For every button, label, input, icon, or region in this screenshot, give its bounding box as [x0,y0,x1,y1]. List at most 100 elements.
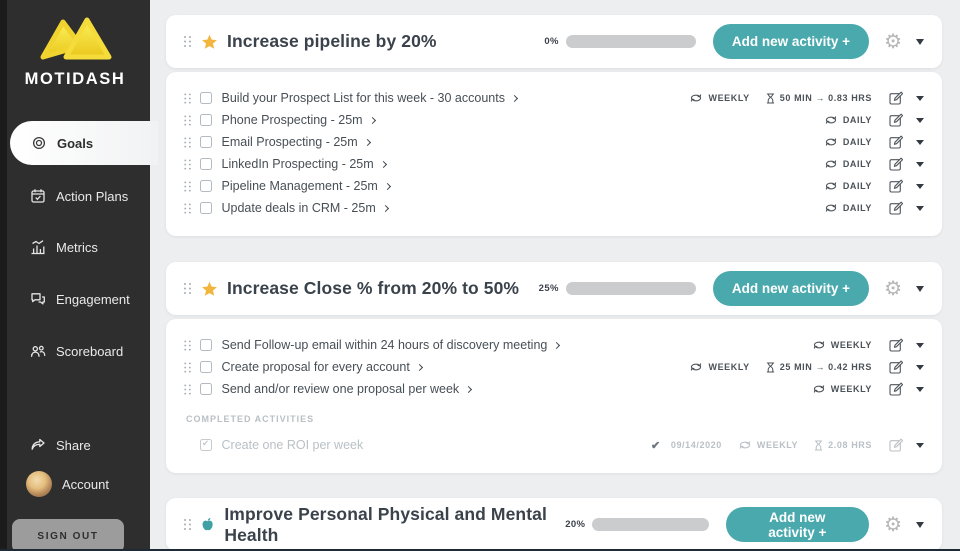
activity-checkbox[interactable] [200,158,212,170]
drag-handle-icon[interactable] [184,518,191,531]
chevron-down-icon[interactable] [916,161,924,171]
hourglass-icon [814,440,823,450]
goal-card-header: Increase pipeline by 20% 0% Add new acti… [166,15,942,68]
repeat-icon [813,385,824,393]
edit-icon[interactable] [889,91,903,105]
repeat-icon [825,116,836,124]
activity-title[interactable]: Phone Prospecting - 25m [221,113,363,127]
goal-card-header: Increase Close % from 20% to 50% 25% Add… [166,262,942,315]
completed-date-badge: 09/14/2020 [651,439,722,452]
sidebar-item-goals[interactable]: Goals [10,121,158,165]
edit-icon[interactable] [889,338,903,352]
chevron-down-icon[interactable] [916,386,924,396]
calendar-check-icon [31,189,45,203]
activity-checkbox[interactable] [200,383,212,395]
chevron-down-icon[interactable] [916,205,924,215]
drag-handle-icon[interactable] [184,114,191,126]
share-icon [31,438,45,450]
chevron-down-icon[interactable] [916,442,924,452]
activity-title[interactable]: Send and/or review one proposal per week [221,382,460,396]
sidebar-item-scoreboard[interactable]: Scoreboard [0,329,150,373]
chevron-down-icon[interactable] [916,342,924,352]
gear-icon[interactable] [884,515,902,535]
drag-handle-icon[interactable] [184,92,191,104]
activity-title[interactable]: Pipeline Management - 25m [221,179,378,193]
activity-checkbox[interactable] [200,180,212,192]
frequency-badge: WEEKLY [812,340,872,350]
sidebar-item-label: Goals [57,135,94,151]
chevron-down-icon[interactable] [916,95,924,105]
drag-handle-icon[interactable] [184,202,191,214]
goal-card-body: Build your Prospect List for this week -… [166,72,942,236]
sidebar-item-account[interactable]: Account [0,462,150,506]
frequency-badge: WEEKLY [812,384,872,394]
chevron-right-icon [379,160,387,168]
drag-handle-icon[interactable] [184,180,191,192]
add-new-activity-button[interactable]: Add new activity + [712,271,870,306]
drag-handle-icon[interactable] [184,158,191,170]
star-icon [202,281,217,296]
chevron-down-icon[interactable] [916,364,924,374]
chevron-down-icon[interactable] [916,522,924,532]
add-new-activity-button[interactable]: Add new activity + [725,507,870,542]
drag-handle-icon[interactable] [184,339,191,351]
chevron-down-icon[interactable] [916,117,924,127]
sidebar-item-metrics[interactable]: Metrics [0,225,150,269]
sidebar-item-share[interactable]: Share [0,423,150,467]
sidebar-item-engagement[interactable]: Engagement [0,277,150,321]
activity-title[interactable]: Create proposal for every account [221,360,410,374]
repeat-icon [691,363,702,371]
drag-handle-icon[interactable] [184,383,191,395]
activity-title[interactable]: Update deals in CRM - 25m [221,201,376,215]
sign-out-button[interactable]: SIGN OUT [12,519,124,551]
activity-row: Pipeline Management - 25m DAILY [184,175,924,197]
repeat-icon [813,341,824,349]
activity-checkbox[interactable] [200,114,212,126]
sidebar-item-action-plans[interactable]: Action Plans [0,174,150,218]
activity-row: Phone Prospecting - 25m DAILY [184,109,924,131]
gear-icon[interactable] [884,279,902,299]
activity-checkbox[interactable] [200,136,212,148]
chevron-down-icon[interactable] [916,183,924,193]
duration-badge: 50 MIN → 0.83 HRS [766,93,872,104]
activity-title[interactable]: LinkedIn Prospecting - 25m [221,157,374,171]
chevron-right-icon [381,204,389,212]
edit-icon[interactable] [889,113,903,127]
edit-icon[interactable] [889,382,903,396]
activity-row: LinkedIn Prospecting - 25m DAILY [184,153,924,175]
activity-checkbox[interactable] [200,361,212,373]
drag-handle-icon[interactable] [184,35,192,48]
edit-icon[interactable] [889,438,903,452]
activity-title[interactable]: Send Follow-up email within 24 hours of … [221,338,548,352]
chevron-down-icon[interactable] [916,39,924,49]
drag-handle-icon[interactable] [184,136,191,148]
repeat-icon [739,441,751,449]
brand-logo: MOTIDASH [0,12,150,89]
add-new-activity-button[interactable]: Add new activity + [712,24,870,59]
gear-icon[interactable] [884,32,902,52]
activity-checkbox[interactable] [200,202,212,214]
edit-icon[interactable] [889,360,903,374]
drag-handle-icon[interactable] [184,361,191,373]
chevron-down-icon[interactable] [916,286,924,296]
completed-checkbox[interactable] [200,438,212,451]
activity-checkbox[interactable] [200,92,212,104]
edit-icon[interactable] [889,135,903,149]
edit-icon[interactable] [889,157,903,171]
activity-row: Create proposal for every account WEEKLY… [184,356,924,378]
activity-title[interactable]: Email Prospecting - 25m [221,135,358,149]
activity-checkbox[interactable] [200,339,212,351]
drag-handle-icon[interactable] [184,282,192,295]
activity-row: Email Prospecting - 25m DAILY [184,131,924,153]
progress-bar [592,518,709,531]
repeat-icon [691,94,702,102]
checkmark-icon [651,439,661,452]
progress-label: 20% [565,519,586,530]
people-group-icon [30,345,46,357]
activity-row: Send and/or review one proposal per week… [184,378,924,400]
activity-title[interactable]: Build your Prospect List for this week -… [221,91,505,105]
edit-icon[interactable] [889,201,903,215]
activity-title: Create one ROI per week [221,438,364,452]
edit-icon[interactable] [889,179,903,193]
chevron-down-icon[interactable] [916,139,924,149]
